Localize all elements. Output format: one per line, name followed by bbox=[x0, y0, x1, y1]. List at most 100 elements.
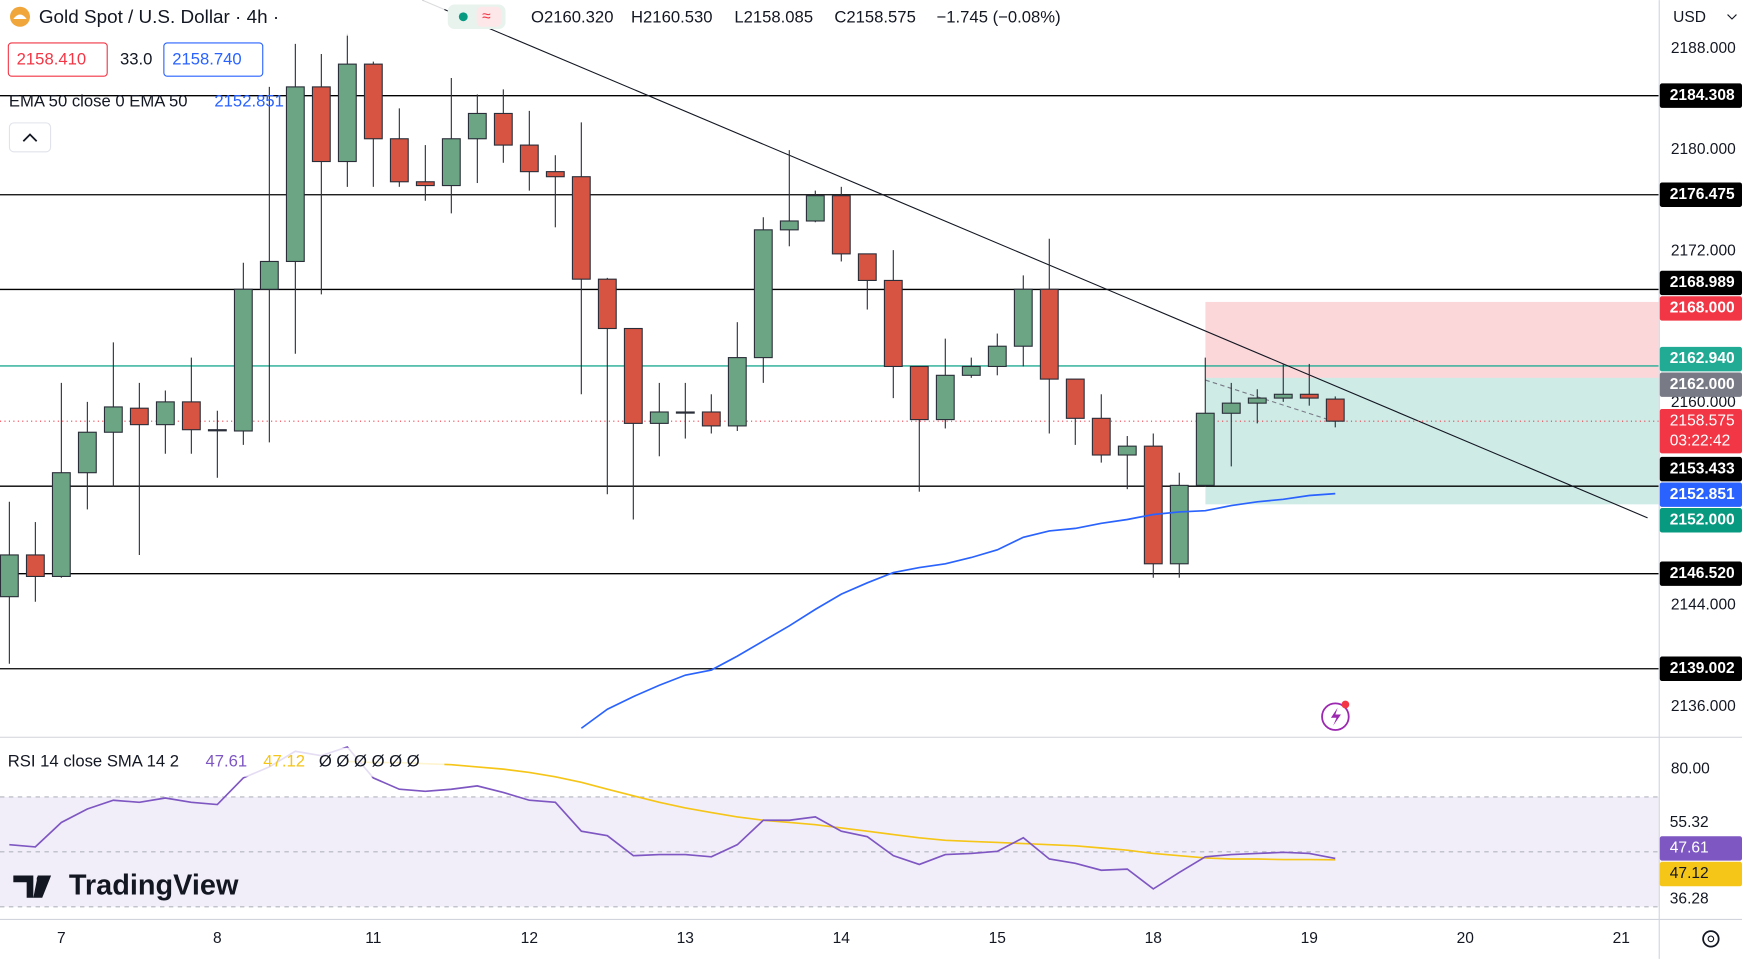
rsi-pane bbox=[0, 745, 1659, 908]
axis-label: 2162.940 bbox=[1670, 350, 1735, 367]
candle-body bbox=[1013, 288, 1033, 347]
candle-body bbox=[25, 554, 45, 577]
rsi-legend-value: 47.61 bbox=[206, 752, 248, 771]
candle-body bbox=[415, 181, 435, 187]
collapse-icon bbox=[22, 133, 38, 142]
candle-body bbox=[0, 554, 19, 598]
alert-icon[interactable] bbox=[1321, 702, 1350, 731]
axis-label-box bbox=[1659, 836, 1742, 861]
candle-body bbox=[1117, 445, 1137, 456]
axis-label-box bbox=[1659, 182, 1742, 207]
y-tick-label: 2144.000 bbox=[1671, 597, 1736, 614]
settings-icon-core bbox=[1707, 935, 1715, 943]
x-tick-label: 21 bbox=[1613, 930, 1630, 947]
axis-label: 2168.000 bbox=[1670, 300, 1735, 317]
ema-legend-title: EMA 50 close 0 EMA 50 bbox=[9, 92, 188, 111]
candle-body bbox=[233, 288, 253, 432]
axis-label-box bbox=[1659, 270, 1742, 296]
market-open-dot bbox=[458, 12, 468, 22]
sell-button[interactable] bbox=[7, 42, 108, 77]
y-tick-label: 2172.000 bbox=[1671, 242, 1736, 259]
rsi-legend-title: RSI 14 close SMA 14 2 bbox=[8, 752, 179, 771]
candle-body bbox=[961, 365, 981, 376]
candle-body bbox=[675, 411, 695, 414]
price-pane bbox=[0, 0, 1659, 729]
candle-body bbox=[389, 138, 409, 183]
candle-body bbox=[1039, 288, 1059, 380]
candle-body bbox=[649, 411, 669, 424]
x-tick-label: 18 bbox=[1145, 930, 1162, 947]
axis-label: 47.61 bbox=[1670, 840, 1709, 857]
candle-body bbox=[779, 220, 799, 231]
ohlc-open: O2160.320 bbox=[531, 7, 613, 26]
candle-body bbox=[831, 195, 851, 255]
candle-body bbox=[1143, 445, 1163, 565]
symbol-logo-mark bbox=[13, 14, 27, 20]
ohlc-close: C2158.575 bbox=[834, 7, 916, 26]
axis-label: 2184.308 bbox=[1670, 87, 1735, 104]
candle-body bbox=[129, 407, 149, 426]
candle-body bbox=[207, 429, 227, 432]
candle-body bbox=[883, 279, 903, 368]
axis-label: 47.12 bbox=[1670, 865, 1709, 882]
axis-label: 2176.475 bbox=[1670, 186, 1735, 203]
rsi-legend-extra: Ø Ø Ø Ø Ø Ø bbox=[319, 752, 420, 771]
candle-body bbox=[701, 411, 721, 427]
candle-body bbox=[1221, 402, 1241, 414]
axis-label-box bbox=[1659, 482, 1742, 507]
y-tick-label: 2136.000 bbox=[1671, 698, 1736, 715]
candle-body bbox=[337, 63, 357, 163]
axis-label: 2146.520 bbox=[1670, 565, 1735, 582]
position-target-zone bbox=[1205, 377, 1659, 505]
candle-body bbox=[909, 365, 929, 421]
axis-label-box bbox=[1659, 346, 1742, 372]
candle-body bbox=[1273, 393, 1293, 399]
candle-body bbox=[1065, 378, 1085, 419]
ema-line bbox=[580, 492, 1336, 729]
x-tick-label: 11 bbox=[365, 930, 381, 947]
candle-body bbox=[155, 401, 175, 426]
x-tick-label: 12 bbox=[521, 930, 538, 947]
candle-body bbox=[1091, 417, 1111, 456]
candle-body bbox=[1169, 484, 1189, 565]
position-dash bbox=[1205, 379, 1334, 422]
candle-body bbox=[571, 176, 591, 280]
brand-logo-dot bbox=[36, 875, 44, 883]
buy-button[interactable] bbox=[163, 42, 264, 77]
axis-label: 55.32 bbox=[1670, 814, 1709, 831]
axis-label-box bbox=[1659, 656, 1742, 681]
collapse-button[interactable] bbox=[8, 122, 52, 153]
position-stop-zone bbox=[1205, 301, 1659, 378]
axis-label-box bbox=[1659, 372, 1742, 397]
candle-body bbox=[597, 278, 617, 330]
axis-label: 2152.000 bbox=[1670, 511, 1735, 528]
sma-legend-value: 47.12 bbox=[263, 752, 305, 771]
x-tick-label: 19 bbox=[1301, 930, 1318, 947]
candle-body bbox=[623, 327, 643, 424]
candle-body bbox=[103, 406, 123, 433]
settings-icon[interactable] bbox=[1702, 930, 1720, 948]
currency[interactable]: USD bbox=[1673, 9, 1706, 26]
axis-label: 2153.433 bbox=[1670, 460, 1735, 477]
candle-body bbox=[935, 374, 955, 421]
candle-body bbox=[857, 253, 877, 281]
rsi-line bbox=[347, 760, 1336, 861]
candle-body bbox=[285, 86, 305, 263]
countdown-label: 03:22:42 bbox=[1670, 432, 1731, 449]
symbol-title: Gold Spot / U.S. Dollar · 4h · bbox=[39, 7, 279, 28]
candle-body bbox=[987, 345, 1007, 368]
x-tick-label: 8 bbox=[213, 930, 222, 947]
candle-body bbox=[1325, 398, 1345, 422]
brand-name: TradingView bbox=[69, 869, 239, 901]
rsi-legend-bg bbox=[0, 747, 445, 777]
axis-label-box bbox=[1659, 561, 1742, 586]
axis-label: 36.28 bbox=[1670, 891, 1709, 908]
y-tick-label: 2160.000 bbox=[1671, 394, 1736, 411]
candle-body bbox=[467, 112, 487, 140]
ohlc-low: L2158.085 bbox=[734, 7, 813, 26]
x-tick-label: 14 bbox=[833, 930, 851, 947]
